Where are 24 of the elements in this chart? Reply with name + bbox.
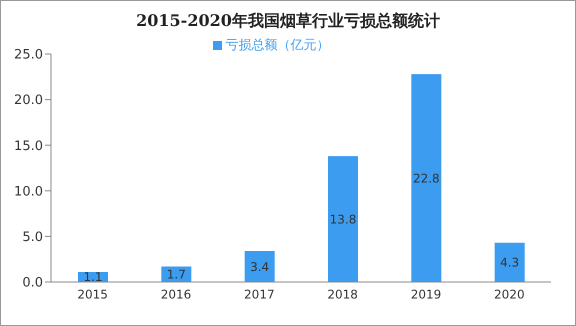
data-label: 22.8: [412, 171, 440, 186]
bar: [411, 74, 442, 282]
data-label: 1.1: [83, 270, 103, 284]
x-tick-label: 2016: [160, 288, 192, 302]
chart-title: 2015-2020年我国烟草行业亏损总额统计: [135, 11, 441, 32]
data-label: 1.7: [166, 268, 186, 282]
data-label: 4.3: [500, 256, 520, 270]
x-tick-label: 2017: [244, 288, 275, 302]
y-tick-label: 20.0: [14, 93, 43, 108]
x-tick-label: 2018: [327, 288, 358, 302]
bar: [328, 156, 358, 282]
y-tick-label: 25.0: [14, 48, 43, 63]
y-tick-label: 5.0: [22, 230, 43, 246]
y-tick-label: 0.0: [22, 276, 43, 291]
bar: [494, 242, 525, 282]
data-label: 3.4: [250, 260, 270, 274]
x-tick-label: 2015: [77, 288, 108, 302]
legend-label: 亏损总额（亿元）: [226, 38, 330, 53]
data-label: 13.8: [330, 212, 356, 226]
y-tick-label: 15.0: [14, 138, 43, 154]
y-tick-label: 10.0: [14, 184, 43, 200]
x-tick-label: 2019: [410, 288, 442, 302]
bar: [244, 250, 275, 282]
x-tick-label: 2020: [494, 288, 525, 302]
